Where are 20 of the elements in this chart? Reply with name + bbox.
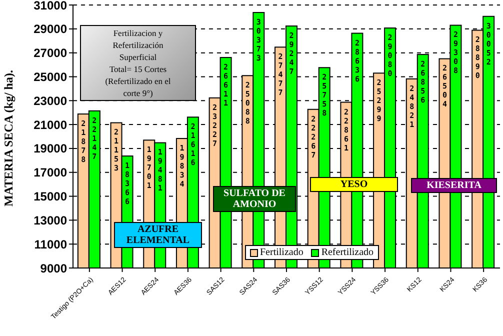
y-tick-label: 25000 <box>34 70 68 84</box>
label-box: SULFATO DE AMONIO <box>213 186 296 212</box>
y-axis-title: MATERIA SECA (kg/ ha). <box>1 70 16 206</box>
label-box: Fertilizacion y Refertilización Superficial Total= 15 Cortes (Refertilizado en el corte 9°) <box>80 25 196 101</box>
label-box: AZUFRE ELEMENTAL <box>114 222 202 248</box>
y-tick-label: 9000 <box>40 261 68 276</box>
y-tick-label: 19000 <box>34 142 68 156</box>
y-tick-label: 15000 <box>34 190 68 204</box>
y-tick-label: 17000 <box>34 166 68 180</box>
label-box: YESO <box>310 177 398 192</box>
y-tick-label: 29000 <box>34 22 68 36</box>
y-tick-label: 31000 <box>34 0 68 12</box>
y-tick-label: 21000 <box>34 118 68 132</box>
y-tick-label: 13000 <box>34 213 68 228</box>
legend-label: Refertilizado <box>320 247 374 258</box>
legend-label: Fertilizado <box>259 247 304 258</box>
label-box: KIESERITA <box>411 178 497 193</box>
y-tick-label: 23000 <box>34 94 68 108</box>
y-tick-label: 27000 <box>34 46 68 60</box>
y-tick-label: 11000 <box>34 237 68 252</box>
